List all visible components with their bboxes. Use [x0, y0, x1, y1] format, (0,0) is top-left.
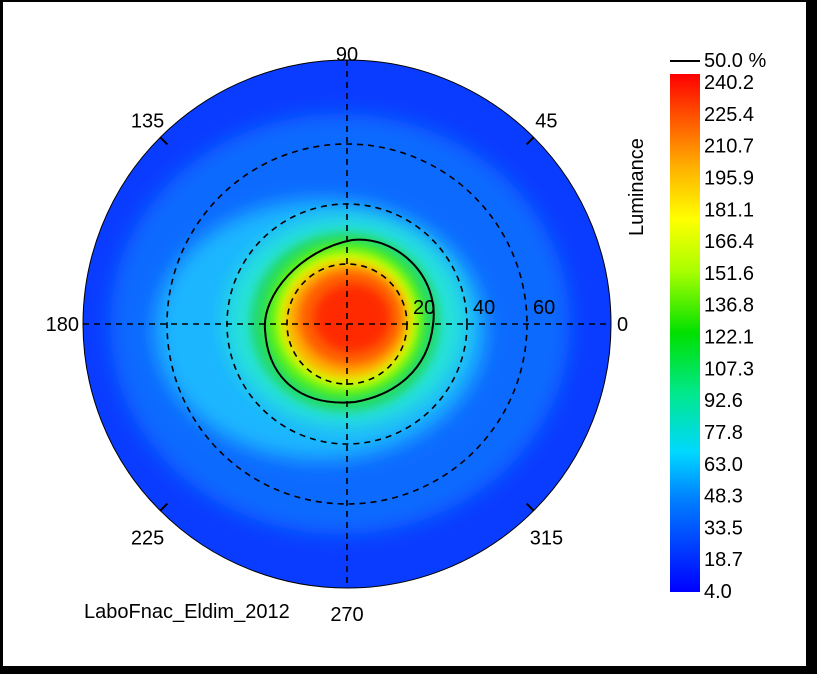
- edge-ticks: [159, 136, 535, 512]
- colorbar-tick-166.4: 166.4: [704, 231, 754, 253]
- colorbar-tick-33.5: 33.5: [704, 517, 743, 539]
- angle-label-90: 90: [336, 44, 358, 66]
- angle-label-315: 315: [530, 527, 563, 549]
- frame-border-bottom: [0, 666, 817, 674]
- colorbar-tick-48.3: 48.3: [704, 486, 743, 508]
- colorbar-tick-18.7: 18.7: [704, 549, 743, 571]
- angle-labels: 90 45 135 180 0 225 315 270: [46, 44, 629, 626]
- frame-border-top: [0, 0, 817, 2]
- outer-boundary: [82, 59, 612, 589]
- colorbar-tick-181.1: 181.1: [704, 199, 754, 221]
- angle-label-225: 225: [131, 527, 164, 549]
- edge-tick-315: [525, 502, 535, 512]
- colorbar-gradient: [670, 74, 700, 592]
- colorbar-tick-225.4: 225.4: [704, 104, 754, 126]
- polar-axes: [83, 60, 611, 588]
- colorbar-tick-210.7: 210.7: [704, 136, 754, 158]
- angle-label-180: 180: [46, 314, 79, 336]
- radial-label-60: 60: [533, 297, 555, 319]
- frame-border-right: [806, 0, 817, 674]
- colorbar-tick-labels: 240.2 225.4 210.7 195.9 181.1 166.4 151.6 136.8…: [704, 72, 754, 603]
- radial-label-20: 20: [413, 297, 435, 319]
- colorbar-tick-107.3: 107.3: [704, 358, 754, 380]
- colorbar-tick-151.6: 151.6: [704, 263, 754, 285]
- colorbar-title: Luminance: [626, 138, 648, 236]
- contour-50-percent: [263, 238, 435, 404]
- edge-tick-225: [159, 502, 169, 512]
- angle-label-270: 270: [330, 604, 363, 626]
- radial-labels: 20 40 60: [413, 297, 555, 319]
- angle-label-45: 45: [535, 111, 557, 133]
- luminance-field: [83, 60, 611, 588]
- colorbar-tick-63.0: 63.0: [704, 454, 743, 476]
- frame-border-left: [0, 0, 3, 674]
- edge-tick-135: [159, 136, 169, 146]
- colorbar-tick-195.9: 195.9: [704, 167, 754, 189]
- angle-label-135: 135: [131, 111, 164, 133]
- colorbar: 50.0 % Luminance 240.2 225.4 210.7 195.9 181…: [626, 50, 766, 603]
- colorbar-tick-4.0: 4.0: [704, 581, 732, 603]
- colorbar-tick-92.6: 92.6: [704, 390, 743, 412]
- colorbar-tick-136.8: 136.8: [704, 295, 754, 317]
- colorbar-tick-240.2: 240.2: [704, 72, 754, 94]
- edge-tick-45: [525, 136, 535, 146]
- colorbar-tick-122.1: 122.1: [704, 327, 754, 349]
- footer-label: LaboFnac_Eldim_2012: [84, 601, 290, 623]
- angle-label-0: 0: [617, 314, 628, 336]
- colorbar-tick-77.8: 77.8: [704, 422, 743, 444]
- contour-legend-label: 50.0 %: [704, 50, 766, 72]
- radial-label-40: 40: [473, 297, 495, 319]
